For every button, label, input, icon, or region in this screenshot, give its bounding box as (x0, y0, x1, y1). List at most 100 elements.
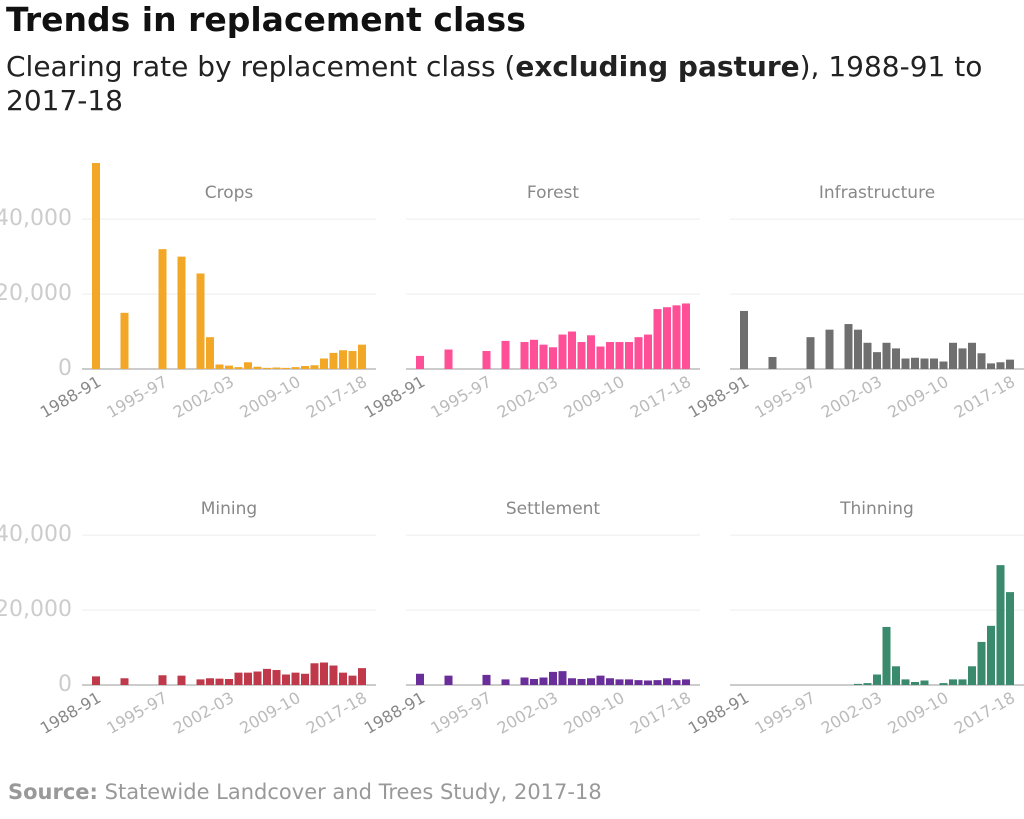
bar (358, 668, 366, 685)
y-tick-label: 40,000 (0, 522, 72, 547)
x-tick-label: 2002-03 (818, 372, 885, 422)
bar (768, 357, 777, 369)
bar (644, 334, 652, 369)
bar (587, 678, 595, 685)
bar (225, 679, 233, 685)
bar (740, 310, 748, 369)
bar (329, 665, 338, 685)
bar (892, 666, 900, 685)
bar (615, 679, 624, 685)
x-tick-label: 2009-10 (236, 372, 303, 422)
bar (320, 358, 328, 369)
bar (968, 342, 976, 369)
x-tick-label: 1988-91 (685, 688, 752, 738)
bar (482, 674, 491, 685)
bar (873, 352, 881, 369)
bar (501, 679, 510, 685)
panel-title: Settlement (506, 499, 601, 519)
bar (625, 679, 633, 685)
bar (606, 342, 614, 369)
x-tick-label: 2009-10 (884, 372, 951, 422)
bar (996, 362, 1005, 369)
bar (996, 565, 1005, 685)
x-tick-label: 2017-18 (303, 688, 370, 738)
x-tick-label: 1995-97 (427, 688, 494, 738)
bar (348, 351, 357, 369)
bar (558, 671, 567, 685)
x-tick-label: 1995-97 (751, 688, 818, 738)
bar (416, 355, 424, 369)
bar (653, 309, 662, 369)
bar (339, 672, 347, 685)
bar (901, 358, 910, 369)
bar (310, 663, 319, 685)
x-tick-label: 2009-10 (884, 688, 951, 738)
bar (339, 350, 347, 369)
bar (825, 329, 834, 369)
bar (301, 366, 309, 369)
bar (348, 675, 357, 685)
x-tick-label: 2017-18 (951, 372, 1018, 422)
subtitle: Clearing rate by replacement class (excl… (6, 50, 986, 118)
bar (653, 680, 662, 685)
bar (329, 352, 338, 369)
bar (291, 367, 300, 369)
x-tick-label: 2017-18 (303, 372, 370, 422)
bar (92, 676, 100, 685)
x-tick-label: 1988-91 (361, 688, 428, 738)
x-tick-label: 2017-18 (627, 372, 694, 422)
bar (577, 342, 586, 369)
x-tick-label: 2002-03 (170, 372, 237, 422)
bar (539, 344, 548, 369)
bar (196, 273, 205, 369)
subtitle-emphasis: excluding pasture (515, 50, 800, 83)
bar (568, 331, 576, 369)
bar (882, 342, 891, 369)
bar (206, 678, 214, 685)
bar (225, 365, 233, 369)
source-label: Source: (8, 780, 98, 804)
bar (920, 680, 929, 685)
bar (892, 348, 900, 369)
bar (215, 364, 224, 369)
bar (663, 307, 671, 369)
source: Source: Statewide Landcover and Trees St… (8, 780, 602, 804)
x-tick-label: 1988-91 (685, 372, 752, 422)
bar (1006, 592, 1014, 685)
bar (177, 675, 186, 685)
x-tick-label: 2002-03 (494, 688, 561, 738)
bar (949, 342, 957, 369)
bar (615, 342, 624, 369)
bar (558, 334, 567, 369)
bar (272, 670, 281, 685)
bar (177, 256, 186, 369)
bar (587, 335, 595, 369)
bar (549, 671, 557, 685)
bar (682, 303, 690, 369)
bar (682, 679, 690, 685)
source-text: Statewide Landcover and Trees Study, 201… (104, 780, 602, 804)
bar (530, 339, 538, 369)
bar (596, 675, 605, 685)
bar (882, 626, 891, 685)
bar (672, 680, 681, 685)
bar (939, 683, 948, 685)
bar (444, 349, 453, 369)
bar (863, 342, 872, 369)
bar (606, 678, 614, 685)
x-tick-label: 2009-10 (236, 688, 303, 738)
bar (234, 367, 243, 369)
bar (520, 342, 529, 369)
bar (672, 305, 681, 369)
bar (501, 340, 510, 369)
bar (120, 678, 129, 685)
bar (987, 625, 995, 685)
x-tick-label: 1995-97 (751, 372, 818, 422)
x-tick-label: 2017-18 (951, 688, 1018, 738)
panel-title: Mining (201, 499, 257, 519)
bar (282, 367, 290, 369)
panel-title: Crops (205, 183, 254, 203)
x-tick-label: 2009-10 (560, 688, 627, 738)
bar (863, 683, 872, 685)
